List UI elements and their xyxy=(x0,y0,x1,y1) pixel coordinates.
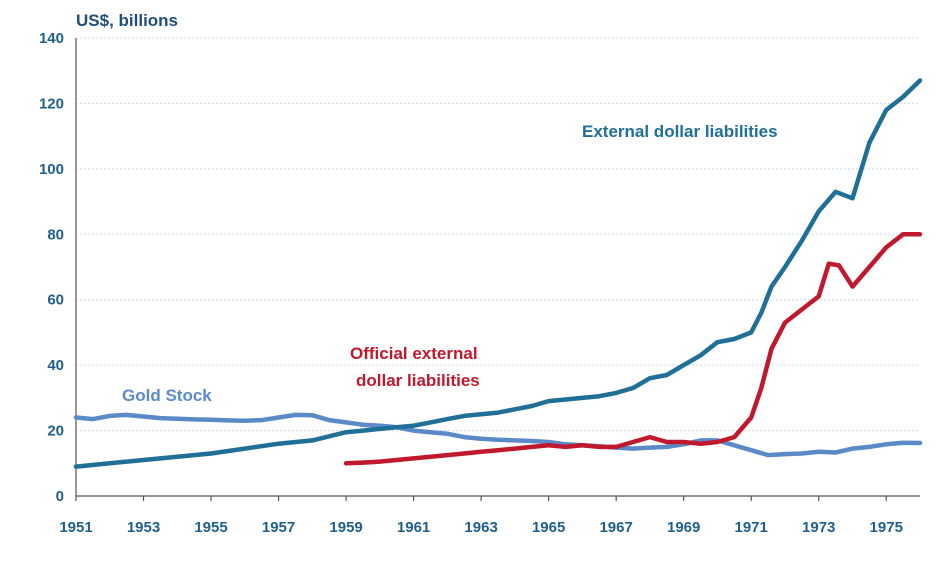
x-tick-label: 1951 xyxy=(59,519,92,536)
x-tick-label: 1955 xyxy=(194,519,227,536)
x-tick-label: 1965 xyxy=(532,519,565,536)
y-tick-label: 40 xyxy=(47,357,64,374)
series-line-gold-stock xyxy=(73,412,923,458)
official-external-liabilities-label-line2: dollar liabilities xyxy=(356,371,480,390)
x-tick-labels: 1951 1953 1955 1957 1959 1961 1963 1965 1967 1969… xyxy=(59,519,903,536)
x-tick-label: 1963 xyxy=(464,519,497,536)
series-lines xyxy=(73,78,923,469)
y-axis-unit-label: US$, billions xyxy=(76,11,178,30)
external-dollar-liabilities-label: External dollar liabilities xyxy=(582,122,778,141)
x-tick-label: 1975 xyxy=(870,519,903,536)
x-tick-label: 1959 xyxy=(329,519,362,536)
y-tick-label: 140 xyxy=(39,30,64,47)
y-tick-label: 0 xyxy=(56,488,64,505)
y-tick-label: 80 xyxy=(47,226,64,243)
official-external-liabilities-label-line1: Official external xyxy=(350,344,478,363)
x-tick-label: 1973 xyxy=(802,519,835,536)
annotations: US$, billions External dollar liabilitie… xyxy=(76,11,778,405)
y-tick-label: 60 xyxy=(47,292,64,309)
x-tick-label: 1971 xyxy=(735,519,768,536)
gold-stock-label: Gold Stock xyxy=(122,386,212,405)
x-tick-label: 1953 xyxy=(127,519,160,536)
x-tick-label: 1957 xyxy=(262,519,295,536)
gridlines xyxy=(76,37,920,432)
y-tick-label: 100 xyxy=(39,161,64,178)
y-tick-labels: 0 20 40 60 80 100 120 140 xyxy=(39,30,64,505)
y-tick-label: 20 xyxy=(47,423,64,440)
x-tick-label: 1967 xyxy=(599,519,632,536)
y-tick-label: 120 xyxy=(39,95,64,112)
axes xyxy=(75,38,920,501)
series-line-external-dollar-liabilities xyxy=(73,78,923,469)
x-tick-label: 1969 xyxy=(667,519,700,536)
series-line-official-external-dollar-liabilities xyxy=(343,232,923,466)
x-tick-label: 1961 xyxy=(397,519,430,536)
